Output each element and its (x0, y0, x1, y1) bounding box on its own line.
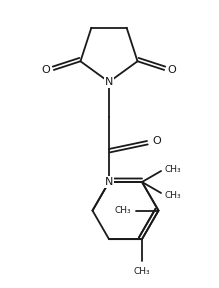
Text: CH₃: CH₃ (114, 206, 131, 215)
Text: O: O (153, 136, 161, 146)
Text: CH₃: CH₃ (165, 164, 181, 173)
Text: CH₃: CH₃ (165, 190, 181, 200)
Text: N: N (105, 77, 113, 87)
Text: O: O (168, 65, 177, 75)
Text: N: N (105, 177, 113, 187)
Text: CH₃: CH₃ (134, 267, 150, 276)
Text: O: O (41, 65, 50, 75)
